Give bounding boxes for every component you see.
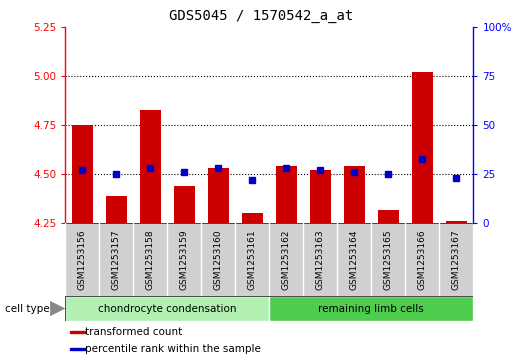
Text: GSM1253167: GSM1253167 [452,229,461,290]
Bar [70,348,85,350]
Text: GSM1253158: GSM1253158 [146,229,155,290]
Text: GSM1253162: GSM1253162 [282,229,291,290]
Bar [412,72,433,223]
Bar [310,170,331,223]
Bar [70,331,85,333]
Bar [174,186,195,223]
Text: GSM1253159: GSM1253159 [180,229,189,290]
Text: GSM1253166: GSM1253166 [418,229,427,290]
Text: GSM1253165: GSM1253165 [384,229,393,290]
Bar [344,166,365,223]
Text: GSM1253156: GSM1253156 [78,229,87,290]
Bar [378,209,399,223]
Text: GSM1253157: GSM1253157 [112,229,121,290]
Text: GSM1253163: GSM1253163 [316,229,325,290]
Text: GSM1253161: GSM1253161 [248,229,257,290]
Text: GSM1253160: GSM1253160 [214,229,223,290]
Text: remaining limb cells: remaining limb cells [319,303,424,314]
Bar [208,168,229,223]
Text: GSM1253164: GSM1253164 [350,229,359,290]
Text: transformed count: transformed count [85,327,182,337]
Text: cell type: cell type [5,303,50,314]
Text: chondrocyte condensation: chondrocyte condensation [98,303,236,314]
Text: percentile rank within the sample: percentile rank within the sample [85,344,261,354]
Bar [140,110,161,223]
Bar [269,296,473,321]
Bar [446,221,467,223]
Polygon shape [50,301,65,316]
Text: GDS5045 / 1570542_a_at: GDS5045 / 1570542_a_at [169,9,354,23]
Bar [242,213,263,223]
Bar [276,166,297,223]
Bar [72,125,93,223]
Bar [106,196,127,223]
Bar [65,296,269,321]
